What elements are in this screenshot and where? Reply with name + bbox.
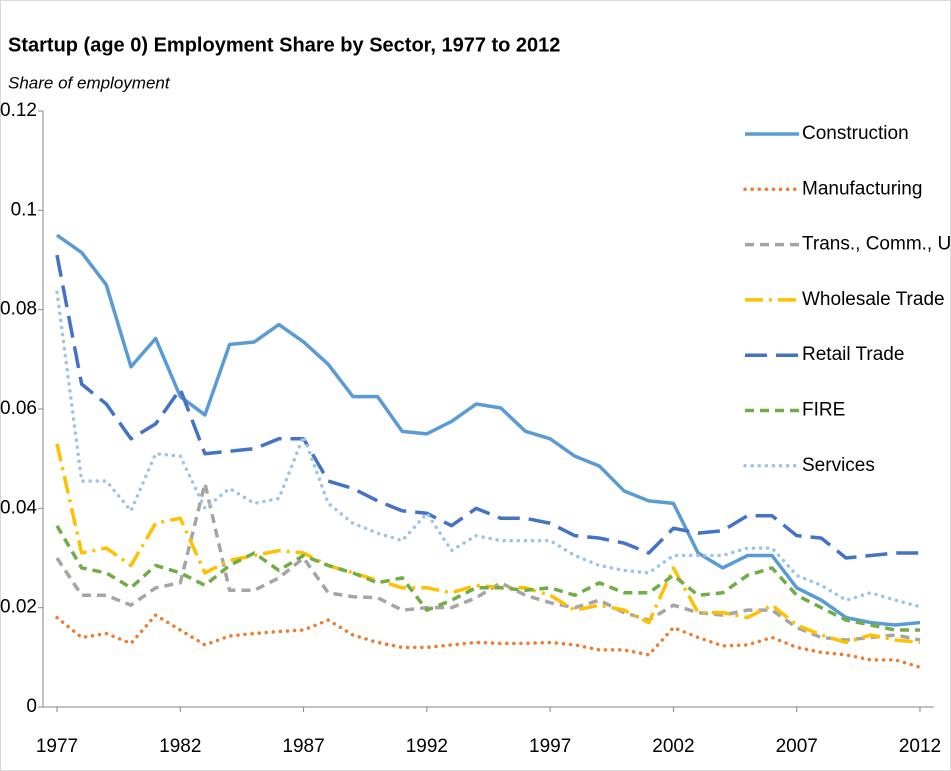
legend-label: Retail Trade <box>802 344 904 365</box>
x-tick-label: 2002 <box>652 736 694 757</box>
chart-title: Startup (age 0) Employment Share by Sect… <box>8 34 560 56</box>
x-tick-label: 1992 <box>406 736 448 757</box>
x-tick-label: 1977 <box>36 736 78 757</box>
y-tick-label: 0 <box>26 696 37 717</box>
y-tick-label: 0.06 <box>0 398 37 419</box>
y-tick-label: 0.04 <box>0 497 37 518</box>
x-tick-label: 2007 <box>776 736 818 757</box>
y-tick-label: 0.1 <box>11 199 37 220</box>
series-line <box>55 481 921 642</box>
legend-label: Construction <box>802 123 909 144</box>
y-tick-label: 0.12 <box>0 100 37 121</box>
x-tick-label: 1987 <box>282 736 324 757</box>
x-tick-label: 1982 <box>159 736 201 757</box>
series-line <box>55 254 920 560</box>
legend-label: Services <box>802 455 875 476</box>
legend-label: Wholesale Trade <box>802 289 945 310</box>
chart-subtitle: Share of employment <box>8 73 171 92</box>
legend-label: Manufacturing <box>802 178 922 199</box>
legend-label: FIRE <box>802 400 845 421</box>
series-line <box>55 233 921 627</box>
x-tick-label: 2012 <box>899 736 941 757</box>
y-tick-label: 0.02 <box>0 597 37 618</box>
y-tick-label: 0.08 <box>0 299 37 320</box>
series-line <box>55 290 922 609</box>
legend-label: Trans., Comm., Utils <box>802 234 951 255</box>
x-tick-label: 1997 <box>529 736 571 757</box>
series-line <box>55 524 920 632</box>
